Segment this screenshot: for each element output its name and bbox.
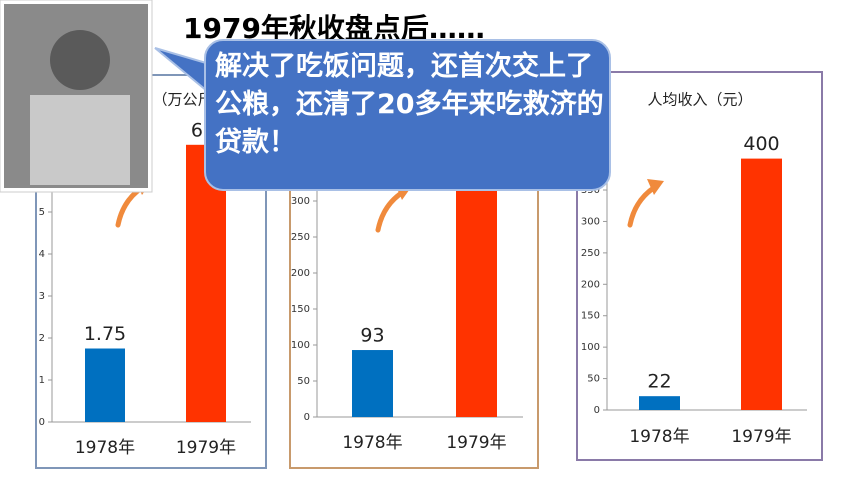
callout-text: 解决了吃饭问题，还首次交上了公粮，还清了20多年来吃救济的贷款！ <box>215 51 604 158</box>
y-tick-label: 4 <box>39 249 45 260</box>
charts: （万公斤）01234561.751978年6.61979年05010015020… <box>35 71 823 469</box>
value-label: 1.75 <box>84 323 126 345</box>
value-label: 22 <box>647 371 671 393</box>
y-tick-label: 0 <box>304 412 310 423</box>
y-tick-label: 250 <box>581 248 600 259</box>
arrow-head <box>647 179 664 195</box>
y-tick-label: 150 <box>291 304 310 315</box>
y-tick-label: 0 <box>39 417 45 428</box>
bar <box>186 144 226 423</box>
x-tick-label: 1979年 <box>446 433 506 453</box>
photo <box>0 0 153 193</box>
y-tick-label: 200 <box>291 268 310 279</box>
bar <box>352 350 393 417</box>
y-tick-label: 5 <box>39 207 45 218</box>
y-tick-label: 50 <box>297 376 310 387</box>
value-label: 400 <box>743 133 779 155</box>
x-tick-label: 1978年 <box>342 433 402 453</box>
y-tick-label: 150 <box>581 311 600 322</box>
y-tick-label: 2 <box>39 333 45 344</box>
x-tick-label: 1979年 <box>731 427 791 447</box>
y-tick-label: 300 <box>581 216 600 227</box>
x-tick-label: 1979年 <box>176 438 236 458</box>
x-tick-label: 1978年 <box>75 438 135 458</box>
bar <box>639 396 680 410</box>
y-tick-label: 250 <box>291 232 310 243</box>
y-tick-label: 100 <box>291 340 310 351</box>
y-tick-label: 3 <box>39 291 45 302</box>
chart-frame <box>576 71 823 461</box>
y-tick-label: 1 <box>39 375 45 386</box>
bar <box>741 158 782 410</box>
y-tick-label: 200 <box>581 279 600 290</box>
x-tick-label: 1978年 <box>629 427 689 447</box>
arrow <box>627 184 658 228</box>
callout-text-box: 解决了吃饭问题，还首次交上了公粮，还清了20多年来吃救济的贷款！ <box>215 51 604 158</box>
y-tick-label: 0 <box>594 405 600 416</box>
y-tick-label: 300 <box>291 196 310 207</box>
chart-title: 人均收入（元） <box>647 91 752 109</box>
photo-figure <box>50 30 110 90</box>
arrow <box>375 189 406 233</box>
bar <box>85 348 125 422</box>
arrow <box>115 184 146 228</box>
y-tick-label: 50 <box>587 374 600 385</box>
callout <box>204 39 611 191</box>
bar <box>456 165 497 417</box>
value-label: 93 <box>360 325 384 347</box>
photo-figure <box>30 95 130 185</box>
y-tick-label: 100 <box>581 342 600 353</box>
